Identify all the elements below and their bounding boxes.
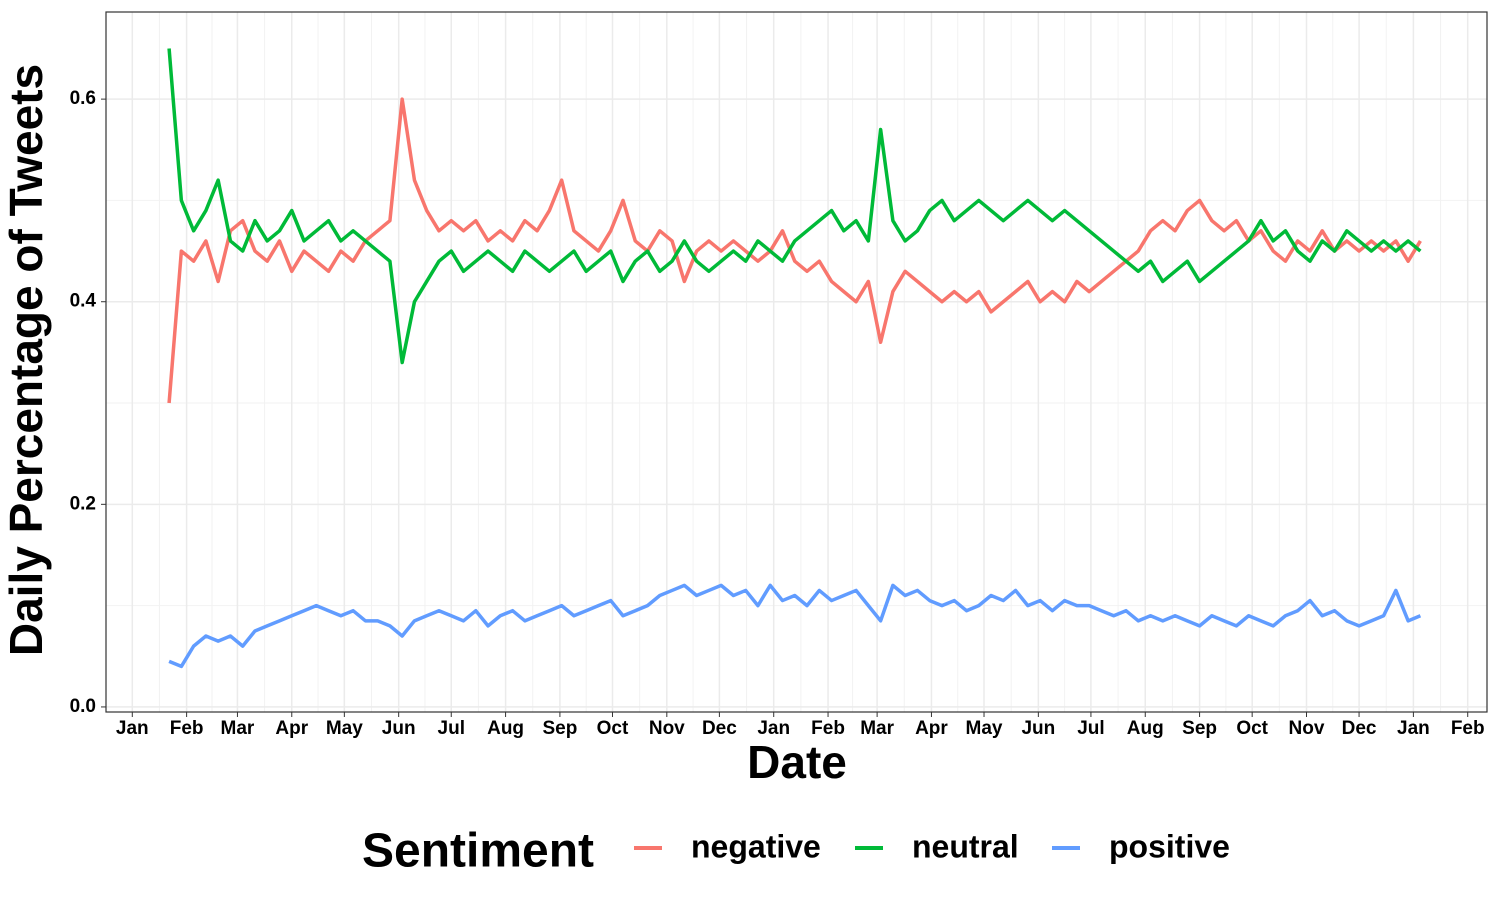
panel-border <box>105 11 1488 713</box>
x-tick-label: Oct <box>1236 718 1268 739</box>
x-tick-label: Jan <box>757 718 790 739</box>
series-line <box>167 97 1422 404</box>
legend-label: positive <box>1109 828 1230 864</box>
x-tick-label: Feb <box>811 718 845 739</box>
x-tick-label: May <box>326 718 363 739</box>
x-tick-label: Dec <box>1342 718 1377 739</box>
x-tick-label: Jul <box>1077 718 1104 739</box>
legend-label: neutral <box>912 828 1019 864</box>
x-tick-label: Apr <box>275 718 308 739</box>
x-tick-label: Oct <box>597 718 629 739</box>
x-axis-title: Date <box>747 736 847 788</box>
x-tick-label: Jun <box>382 718 416 739</box>
y-tick-label: 0.2 <box>70 493 96 514</box>
x-tick-label: Jul <box>438 718 465 739</box>
y-tick-label: 0.0 <box>70 696 96 717</box>
x-tick-label: Jan <box>116 718 149 739</box>
x-tick-label: May <box>966 718 1003 739</box>
legend-title: Sentiment <box>362 825 594 878</box>
x-tick-label: Jun <box>1021 718 1055 739</box>
y-axis-title: Daily Percentage of Tweets <box>0 64 52 656</box>
x-tick-label: Sep <box>1182 718 1217 739</box>
x-tick-label: Nov <box>1289 718 1325 739</box>
x-tick-label: Aug <box>1127 718 1164 739</box>
y-tick-label: 0.4 <box>70 291 97 312</box>
series-line <box>167 48 1422 365</box>
y-tick-label: 0.6 <box>70 88 96 109</box>
x-tick-label: Feb <box>1451 718 1485 739</box>
x-tick-label: Sep <box>542 718 577 739</box>
x-tick-label: Dec <box>702 718 737 739</box>
x-tick-label: Nov <box>649 718 685 739</box>
legend-label: negative <box>691 828 821 864</box>
series-line <box>168 583 1422 669</box>
x-tick-label: Feb <box>170 718 204 739</box>
x-tick-label: Jan <box>1397 718 1430 739</box>
x-tick-label: Aug <box>487 718 524 739</box>
x-tick-label: Apr <box>915 718 948 739</box>
x-tick-label: Mar <box>221 718 255 739</box>
x-tick-label: Mar <box>860 718 894 739</box>
